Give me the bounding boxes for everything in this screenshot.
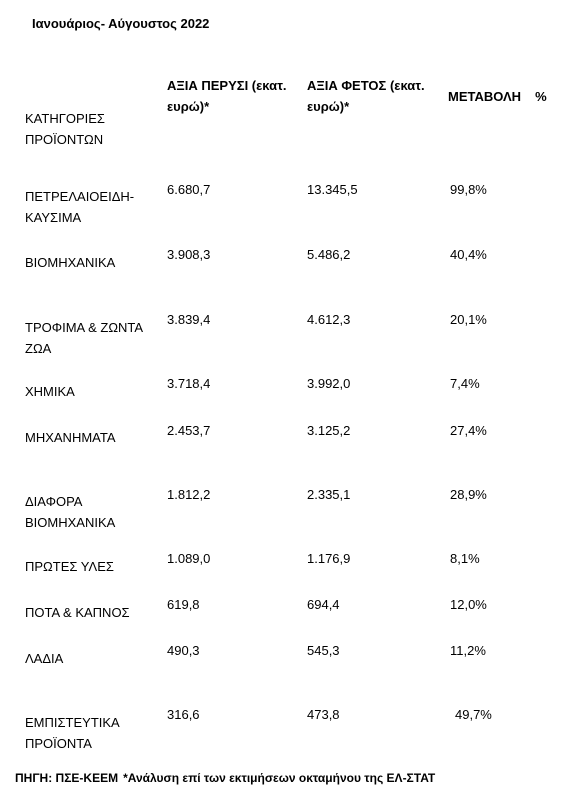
- row-category: ΜΗΧΑΝΗΜΑΤΑ: [25, 430, 116, 445]
- row-change: 28,9%: [450, 487, 487, 502]
- source-label: ΠΗΓΗ: ΠΣΕ-ΚΕΕΜ: [15, 771, 119, 785]
- row-value-curr: 545,3: [307, 643, 340, 658]
- row-value-prev: 3.839,4: [167, 312, 211, 327]
- row-value-curr: 2.335,1: [307, 487, 351, 502]
- period-title: Ιανουάριος- Αύγουστος 2022: [32, 16, 210, 31]
- source-line: ΠΗΓΗ: ΠΣΕ-ΚΕΕΜ *Ανάλυση επί των εκτιμήσεω…: [15, 771, 435, 785]
- row-value-curr: 4.612,3: [307, 312, 351, 327]
- row-category: ΤΡΟΦΙΜΑ & ΖΩΝΤΑ ΖΩΑ: [25, 320, 143, 356]
- row-change: 27,4%: [450, 423, 487, 438]
- row-category: ΒΙΟΜΗΧΑΝΙΚΑ: [25, 255, 116, 270]
- row-value-curr: 5.486,2: [307, 247, 351, 262]
- row-value-curr: 13.345,5: [307, 182, 358, 197]
- row-change: 20,1%: [450, 312, 487, 327]
- row-value-prev: 1.089,0: [167, 551, 211, 566]
- row-change: 12,0%: [450, 597, 487, 612]
- row-category: ΠΡΩΤΕΣ ΥΛΕΣ: [25, 559, 114, 574]
- row-value-curr: 473,8: [307, 707, 340, 722]
- row-change: 40,4%: [450, 247, 487, 262]
- row-change: 99,8%: [450, 182, 487, 197]
- row-change: 7,4%: [450, 376, 480, 391]
- header-change-unit: %: [535, 89, 547, 104]
- row-change: 8,1%: [450, 551, 480, 566]
- row-value-prev: 1.812,2: [167, 487, 211, 502]
- header-change-label: ΜΕΤΑΒΟΛΗ: [448, 89, 522, 104]
- row-value-prev: 316,6: [167, 707, 200, 722]
- row-category: ΔΙΑΦΟΡΑ ΒΙΟΜΗΧΑΝΙΚΑ: [25, 494, 116, 530]
- row-change: 49,7%: [455, 707, 492, 722]
- row-value-prev: 3.718,4: [167, 376, 211, 391]
- row-category: ΠΕΤΡΕΛΑΙΟΕΙΔΗ-ΚΑΥΣΙΜΑ: [25, 189, 135, 225]
- row-category: ΛΑΔΙΑ: [25, 651, 64, 666]
- row-value-curr: 1.176,9: [307, 551, 351, 566]
- row-category: ΕΜΠΙΣΤΕΥΤΙΚΑ ΠΡΟΪΟΝΤΑ: [25, 715, 119, 751]
- row-value-prev: 619,8: [167, 597, 200, 612]
- row-value-prev: 6.680,7: [167, 182, 211, 197]
- row-category: ΠΟΤΑ & ΚΑΠΝΟΣ: [25, 605, 130, 620]
- header-value-prev-year: ΑΞΙΑ ΠΕΡΥΣΙ (εκατ. ευρώ)*: [167, 78, 287, 114]
- row-value-curr: 3.992,0: [307, 376, 351, 391]
- row-value-curr: 3.125,2: [307, 423, 351, 438]
- row-value-prev: 490,3: [167, 643, 200, 658]
- row-value-prev: 3.908,3: [167, 247, 211, 262]
- row-value-prev: 2.453,7: [167, 423, 211, 438]
- source-note: *Ανάλυση επί των εκτιμήσεων οκταμήνου τη…: [123, 771, 436, 785]
- header-category: ΚΑΤΗΓΟΡΙΕΣ ΠΡΟΪΟΝΤΩΝ: [25, 111, 105, 147]
- row-category: ΧΗΜΙΚΑ: [25, 384, 75, 399]
- header-change: ΜΕΤΑΒΟΛΗ%: [448, 86, 558, 107]
- row-value-curr: 694,4: [307, 597, 340, 612]
- row-change: 11,2%: [450, 643, 486, 658]
- header-value-this-year: ΑΞΙΑ ΦΕΤΟΣ (εκατ. ευρώ)*: [307, 78, 425, 114]
